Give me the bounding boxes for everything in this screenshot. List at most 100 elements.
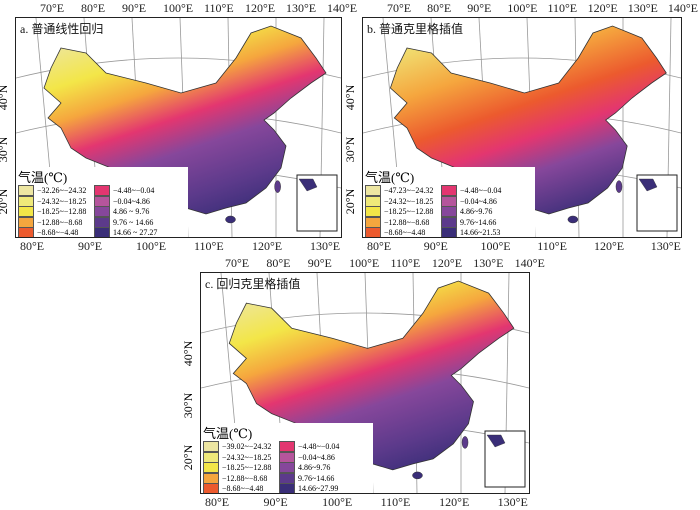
legend-item: −4.48~−0.04 [279,441,339,452]
bottom-longitude-label: 110°E [194,239,224,253]
legend-range: −39.02~−24.32 [222,442,272,451]
top-longitude-label: 80°E [81,1,106,15]
top-longitude-label: 130°E [286,1,317,15]
legend-swatch [203,462,219,473]
legend-range: 9.76~14.66 [298,473,335,483]
legend-range: −24.32~−18.25 [384,196,434,206]
legend-swatch [94,185,110,196]
map-panel-c: c. 回归克里格插值 气温(℃) −39.02~−24.32 −24.32~−18… [200,272,530,494]
legend-range: −47.23~−24.32 [384,186,434,195]
legend-item: −4.48~−0.04 [94,185,154,196]
legend-item: −8.68~−4.48 [203,483,263,493]
top-longitude-label: 100°E [507,1,538,15]
legend-swatch [203,472,219,484]
bottom-longitude-label: 100°E [480,239,511,253]
legend-range: −24.32~−18.25 [222,452,272,462]
top-longitude-label: 120°E [587,1,618,15]
legend-item: −8.68~−4.48 [365,227,425,237]
taiwan-island [615,180,623,193]
legend-range: 4.86~9.76 [460,207,493,216]
hainan-island [225,215,236,224]
bottom-longitude-label: 90°E [423,239,448,253]
bottom-longitude-label: 120°E [252,239,283,253]
latitude-label: 20°N [343,188,358,215]
legend-range: −4.48~−0.04 [298,442,340,451]
latitude-label: 40°N [181,340,196,367]
top-longitude-label: 140°E [327,1,358,15]
latitude-label: 20°N [181,444,196,471]
legend-swatch [365,195,381,207]
legend-range: −12.88~−8.68 [384,217,430,227]
legend-item: 4.86~9.76 [279,462,330,473]
bottom-longitude-label: 130°E [310,239,341,253]
legend-range: 9.76 ~ 14.66 [113,217,154,227]
map-panel-a: a. 普通线性回归 气温(℃) −32.26~−24.32 −24.32~−18.… [15,17,342,238]
top-longitude-label: 110°E [390,256,421,270]
legend-swatch [441,227,457,237]
top-longitude-label: 100°E [349,256,380,270]
legend-swatch [279,451,295,463]
legend-item: 14.66~21.53 [441,227,500,237]
legend-range: 9.76~14.66 [460,217,497,227]
legend-range: −0.04~4.86 [298,452,335,462]
legend-item: 14.66 ~ 27.27 [94,227,158,237]
bottom-longitude-label: 120°E [594,239,625,253]
legend-item: −24.32~−18.25 [18,195,86,207]
legend-swatch [94,206,110,217]
legend-swatch [18,227,34,237]
latitude-label: 30°N [181,392,196,419]
legend-range: −4.48~−0.04 [113,186,155,195]
legend-swatch [365,206,381,217]
legend-range: −4.48~−0.04 [460,186,502,195]
legend-range: −12.88~−8.68 [37,217,83,227]
legend-item: −0.04~4.86 [279,451,335,463]
bottom-longitude-label: 110°E [380,495,411,509]
legend: 气温(℃) −32.26~−24.32 −24.32~−18.25 −18.25~−… [16,167,188,237]
top-longitude-label: 120°E [245,1,276,15]
legend-item: 9.76~14.66 [441,216,497,228]
taiwan-island [274,180,281,193]
legend-item: −12.88~−8.68 [18,216,83,228]
legend-range: −0.04~4.86 [460,196,497,206]
legend-range: −18.25~−12.88 [37,207,87,216]
top-longitude-label: 110°E [204,1,234,15]
latitude-label: 40°N [343,84,358,111]
legend-range: −18.25~−12.88 [222,463,272,472]
legend-range: 14.66 ~ 27.27 [113,228,158,237]
legend-item: −12.88~−8.68 [203,472,268,484]
legend-range: −12.88~−8.68 [222,473,268,483]
legend-swatch [203,441,219,452]
legend-swatch [365,227,381,237]
legend-item: 14.66~27.99 [279,483,338,493]
legend-swatch [441,195,457,207]
legend-swatch [18,206,34,217]
legend-range: 4.86~9.76 [298,463,331,472]
top-longitude-label: 70°E [225,256,250,270]
top-longitude-label: 90°E [122,1,147,15]
legend-item: −8.68~−4.48 [18,227,78,237]
top-longitude-label: 70°E [40,1,65,15]
bottom-longitude-label: 130°E [650,239,681,253]
legend-swatch [279,462,295,473]
top-longitude-label: 90°E [467,1,492,15]
legend-item: −47.23~−24.32 [365,185,433,196]
top-longitude-label: 80°E [427,1,452,15]
bottom-longitude-label: 130°E [497,495,528,509]
legend-swatch [94,195,110,207]
legend-item: −0.04~4.86 [94,195,150,207]
legend-item: −24.32~−18.25 [203,451,272,463]
legend-range: −18.25~−12.88 [384,207,434,216]
legend-item: 4.86~9.76 [441,206,492,217]
top-longitude-label: 130°E [627,1,658,15]
legend: 气温(℃) −47.23~−24.32 −24.32~−18.25 −18.25~−… [363,167,535,237]
legend-swatch [203,483,219,493]
legend-item: −18.25~−12.88 [18,206,86,217]
legend-item: −12.88~−8.68 [365,216,430,228]
legend-title: 气温(℃) [203,426,253,441]
legend: 气温(℃) −39.02~−24.32 −24.32~−18.25 −18.25~−… [201,423,373,493]
panel-title: a. 普通线性回归 [20,22,104,36]
legend-item: −4.48~−0.04 [441,185,501,196]
legend-item: 9.76~14.66 [279,472,335,484]
legend-item: −18.25~−12.88 [365,206,433,217]
bottom-longitude-label: 80°E [367,239,392,253]
